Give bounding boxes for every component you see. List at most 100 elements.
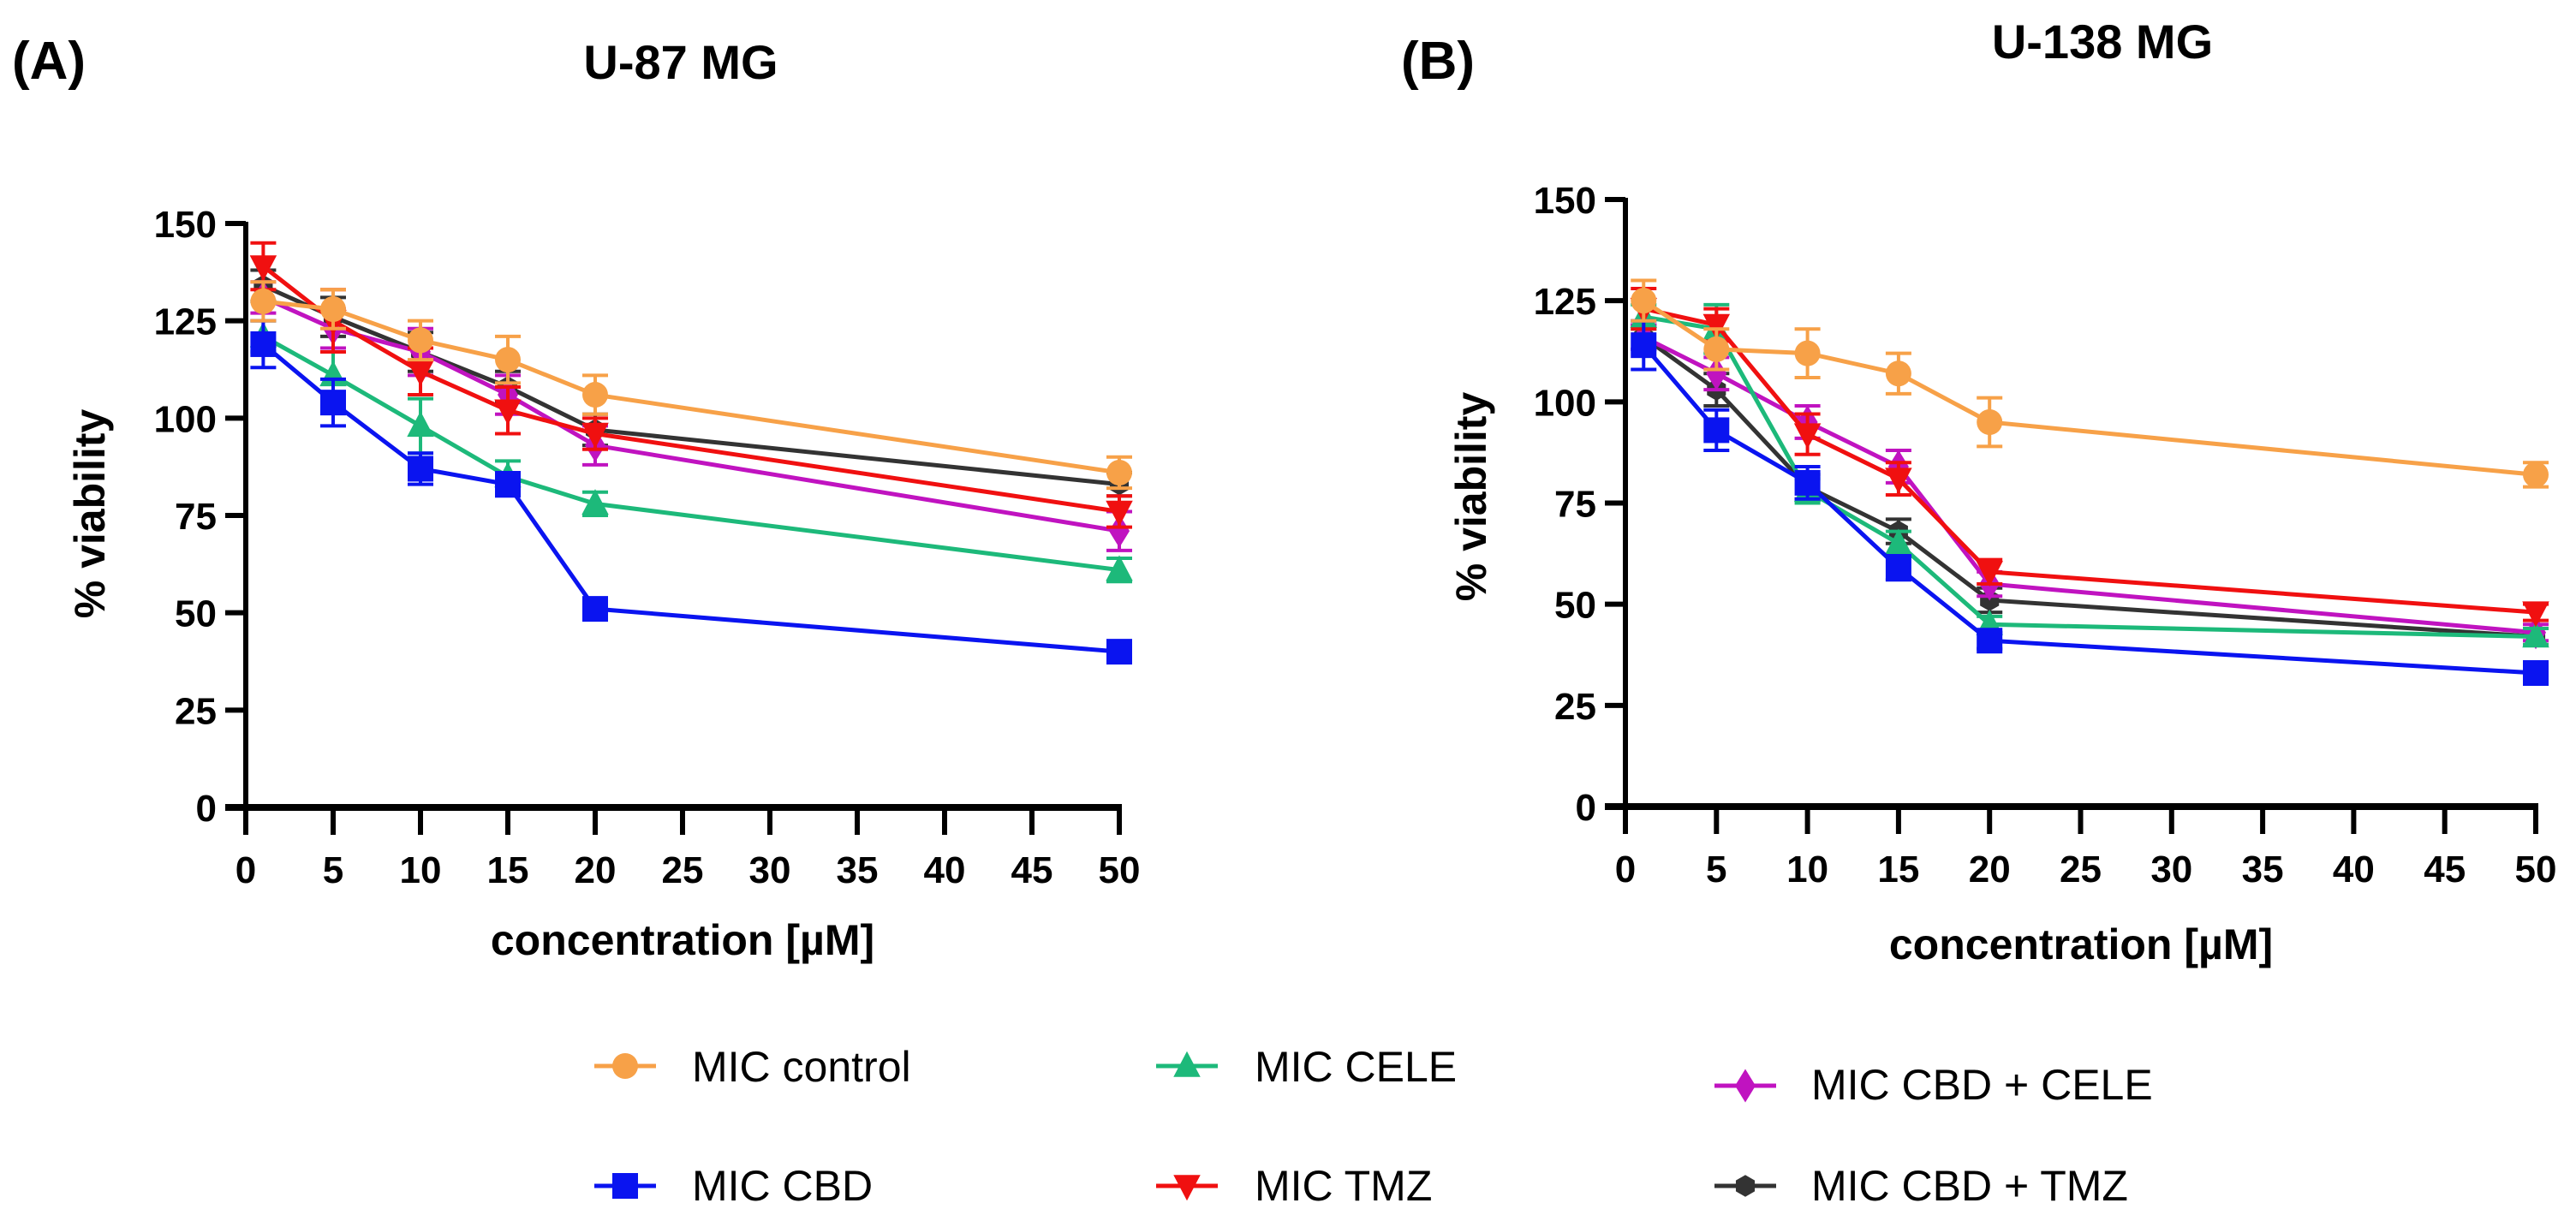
data-point <box>1885 468 1912 494</box>
data-point <box>2523 660 2549 687</box>
x-tick-label: 35 <box>2242 849 2284 890</box>
x-tick-label: 50 <box>2515 849 2557 890</box>
data-point <box>320 296 346 323</box>
legend-marker-icon <box>1173 1051 1201 1077</box>
plot-area <box>1630 278 2549 687</box>
x-tick-label: 40 <box>924 849 966 891</box>
chart-panel-b: (B) U-138 MG % viability concentration [… <box>1401 15 2556 968</box>
data-point <box>1106 459 1132 485</box>
data-point <box>1793 423 1822 450</box>
x-axis-label: concentration [µM] <box>1889 920 2273 968</box>
data-point <box>408 327 433 354</box>
data-point <box>581 489 609 515</box>
data-point <box>1702 313 1731 340</box>
data-point <box>249 255 277 282</box>
x-tick-label: 50 <box>1099 849 1141 891</box>
y-tick-label: 0 <box>196 788 217 830</box>
legend-label: MIC control <box>692 1043 911 1091</box>
data-point <box>2523 462 2549 488</box>
x-tick-label: 45 <box>1011 849 1053 891</box>
series-line <box>261 265 1120 514</box>
x-tick-label: 45 <box>2424 849 2466 890</box>
chart-title: U-87 MG <box>583 35 778 89</box>
data-point <box>1703 336 1730 362</box>
legend-item-tmz: MIC TMZ <box>1156 1162 1432 1210</box>
y-tick-label: 25 <box>1554 686 1596 728</box>
y-tick-label: 50 <box>175 593 217 635</box>
data-point <box>581 422 609 449</box>
x-tick-label: 25 <box>2060 849 2102 890</box>
data-point <box>495 471 521 497</box>
axes: 0 25 50 75 100 125 150 0 5 10 15 20 25 30 35 40 45 50 <box>1534 180 2557 890</box>
plot-area <box>249 241 1133 665</box>
series-line <box>1643 307 2537 615</box>
data-point <box>1885 528 1912 555</box>
data-point <box>1794 340 1821 366</box>
y-tick-label: 100 <box>1534 382 1596 424</box>
x-tick-label: 20 <box>575 849 617 891</box>
legend-marker-icon <box>1173 1175 1201 1201</box>
legend-item-control: MIC control <box>594 1043 911 1091</box>
data-point <box>2522 622 2549 648</box>
axes: 0 25 50 75 100 125 150 0 5 10 15 20 25 30 35 40 45 50 <box>154 204 1141 891</box>
data-point <box>1977 408 2003 435</box>
y-tick-label: 25 <box>175 690 217 732</box>
data-point <box>1976 561 2003 587</box>
series-control <box>250 280 1132 491</box>
legend-label: MIC CBD + CELE <box>1811 1061 2153 1109</box>
legend-marker-icon <box>612 1053 638 1079</box>
data-point <box>1706 356 1727 390</box>
data-point <box>1631 332 1657 359</box>
series-line <box>1642 335 2537 639</box>
data-point <box>250 331 277 357</box>
series-cele <box>1630 301 2549 648</box>
panel-label: (A) <box>12 32 86 91</box>
series-cele <box>249 319 1133 584</box>
y-tick-label: 0 <box>1576 787 1596 829</box>
x-tick-label: 25 <box>662 849 704 891</box>
legend-marker-icon <box>1735 1175 1756 1197</box>
data-point <box>1977 628 2003 654</box>
legend-label: MIC CBD + TMZ <box>1811 1162 2128 1210</box>
data-point <box>1109 514 1130 548</box>
data-point <box>495 347 521 373</box>
series-cbd-cele <box>1631 320 2549 650</box>
y-tick-label: 75 <box>1554 484 1596 526</box>
data-point <box>2522 601 2549 628</box>
series-tmz <box>249 241 1133 529</box>
data-point <box>1885 360 1911 387</box>
legend-marker-icon <box>612 1173 638 1199</box>
data-point <box>1106 555 1133 581</box>
series-line <box>1642 299 2537 477</box>
data-point <box>582 596 608 622</box>
series-cbd <box>250 319 1132 665</box>
y-tick-label: 75 <box>175 496 217 538</box>
x-tick-label: 0 <box>236 849 256 891</box>
data-point <box>1106 500 1133 527</box>
legend-item-cbd: MIC CBD <box>594 1162 873 1210</box>
series-line <box>1642 343 2537 676</box>
data-point <box>1703 417 1730 444</box>
legend-item-cele: MIC CELE <box>1156 1043 1457 1091</box>
data-point <box>1885 555 1911 581</box>
data-point <box>320 390 346 416</box>
x-tick-label: 15 <box>1877 849 1919 890</box>
legend-item-cbd-tmz: MIC CBD + TMZ <box>1714 1162 2128 1210</box>
x-tick-label: 20 <box>1969 849 2011 890</box>
series-line <box>261 342 1120 654</box>
series-cbd-cele <box>250 280 1132 552</box>
legend: MIC control MIC CELE MIC CBD + CELE MIC … <box>594 1043 2153 1210</box>
series-cbd <box>1631 319 2549 687</box>
series-line <box>262 295 1120 533</box>
data-point <box>407 360 434 387</box>
y-tick-label: 100 <box>154 398 217 440</box>
x-tick-label: 15 <box>487 849 529 891</box>
y-tick-label: 150 <box>1534 180 1596 222</box>
chart-panel-a: (A) U-87 MG % viability concentration [µ… <box>12 32 1140 964</box>
data-point <box>408 456 433 482</box>
x-tick-label: 10 <box>1786 849 1828 890</box>
series-line <box>262 334 1120 573</box>
data-point <box>1794 469 1821 496</box>
legend-label: MIC TMZ <box>1255 1162 1432 1210</box>
data-point <box>582 382 608 408</box>
